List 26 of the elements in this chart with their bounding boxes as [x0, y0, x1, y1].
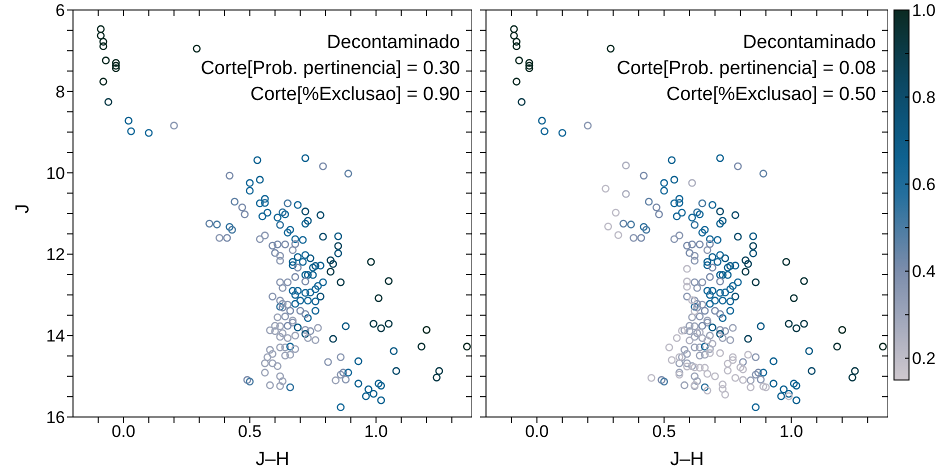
x-axis-title: J–H	[670, 449, 704, 470]
y-tick-label: 16	[46, 408, 65, 428]
y-tick-label: 12	[46, 245, 65, 264]
color-bar-label: 1.0	[912, 1, 936, 20]
color-bar-label: 0.6	[912, 175, 936, 194]
color-bar-label: 0.4	[912, 262, 936, 282]
y-axis-title: J	[12, 204, 34, 214]
y-tick-label: 8	[56, 82, 65, 102]
annotation: Decontaminado	[742, 31, 876, 55]
color-bar-label: 0.8	[912, 88, 936, 108]
y-tick-label: 6	[56, 1, 65, 20]
x-tick-label: 0.5	[652, 422, 676, 442]
x-tick-label: 0.0	[112, 422, 136, 442]
x-tick-label: 1.0	[364, 422, 388, 442]
annotation: Corte[%Exclusao] = 0.50	[665, 83, 876, 107]
color-bar-label: 0.2	[912, 349, 936, 368]
y-tick-label: 10	[46, 164, 65, 183]
x-axis-title: J–H	[256, 449, 290, 470]
annotation: Corte[Prob. pertinencia] = 0.30	[200, 57, 460, 81]
annotation: Corte[Prob. pertinencia] = 0.08	[616, 57, 876, 81]
annotation: Decontaminado	[326, 31, 460, 55]
x-tick-label: 0.0	[525, 422, 549, 442]
annotation: Corte[%Exclusao] = 0.90	[249, 83, 460, 107]
x-tick-label: 1.0	[779, 422, 804, 442]
y-tick-label: 14	[46, 326, 65, 346]
x-tick-label: 0.5	[238, 422, 262, 442]
